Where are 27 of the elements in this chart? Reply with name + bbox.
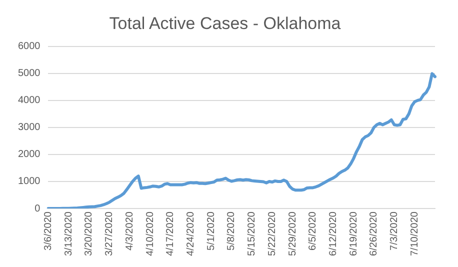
x-tick-label: 6/5/2020 <box>308 211 319 250</box>
y-tick-label: 3000 <box>18 122 41 134</box>
chart-title: Total Active Cases - Oklahoma <box>109 14 342 33</box>
x-tick-label: 5/8/2020 <box>226 211 238 250</box>
x-tick-label: 4/3/2020 <box>124 211 136 250</box>
x-tick-label: 4/17/2020 <box>165 211 176 256</box>
y-tick-label: 5000 <box>18 68 41 80</box>
y-tick-label: 0 <box>34 203 41 214</box>
x-tick-label: 7/3/2020 <box>389 211 400 250</box>
x-tick-label: 5/15/2020 <box>246 211 258 256</box>
x-tick-label: 3/20/2020 <box>84 211 95 256</box>
x-tick-label: 6/19/2020 <box>348 211 360 256</box>
x-tick-label: 7/10/2020 <box>409 211 420 256</box>
y-tick-label: 2000 <box>18 149 41 160</box>
x-tick-label: 3/27/2020 <box>104 211 116 256</box>
y-tick-label: 6000 <box>18 41 41 52</box>
y-tick-label: 1000 <box>18 176 41 188</box>
x-tick-label: 3/6/2020 <box>42 211 54 250</box>
y-tick-label: 4000 <box>18 95 41 106</box>
x-tick-label: 3/13/2020 <box>63 211 74 256</box>
x-tick-label: 6/12/2020 <box>328 211 339 256</box>
x-tick-label: 4/10/2020 <box>144 211 156 256</box>
x-tick-label: 5/29/2020 <box>287 211 298 256</box>
x-tick-label: 4/24/2020 <box>185 211 196 256</box>
x-tick-label: 5/22/2020 <box>266 211 278 256</box>
x-tick-label: 5/1/2020 <box>206 211 217 250</box>
x-tick-label: 6/26/2020 <box>368 211 380 256</box>
